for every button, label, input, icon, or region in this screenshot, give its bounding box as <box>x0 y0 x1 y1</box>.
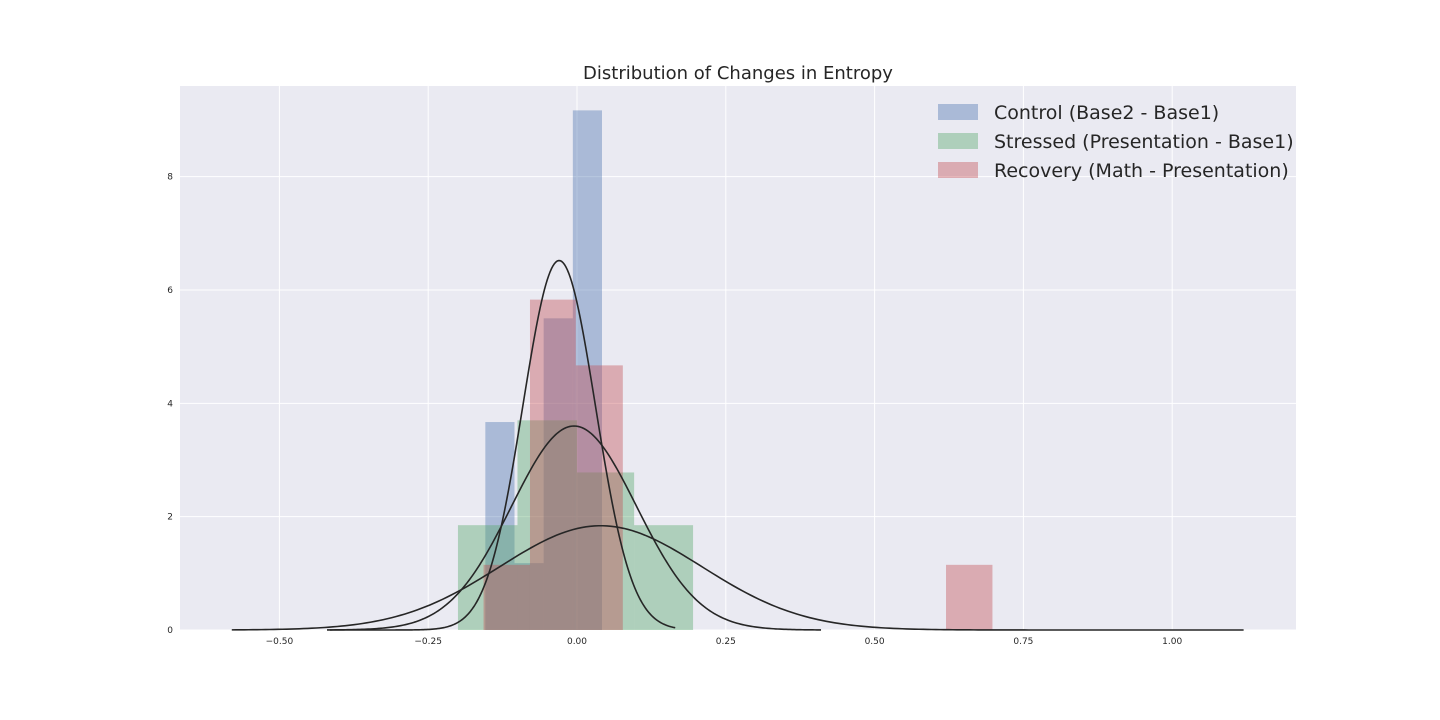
x-axis-ticks: −0.50 −0.25 0.00 0.25 0.50 0.75 1.00 <box>266 637 1183 647</box>
y-tick-label-1: 2 <box>167 513 173 523</box>
bar-series-2-bin-2 <box>575 365 623 630</box>
bar-series-1-bin-2 <box>576 472 635 630</box>
legend-label-0: Control (Base2 - Base1) <box>994 102 1219 124</box>
x-tick-label-0: −0.50 <box>266 637 294 647</box>
bar-series-0-bin-0 <box>485 422 515 630</box>
chart-title: Distribution of Changes in Entropy <box>583 63 893 84</box>
legend: Control (Base2 - Base1) Stressed (Present… <box>938 102 1294 182</box>
kde-curve-series-2 <box>231 524 1244 631</box>
bar-series-2-bin-0 <box>483 564 530 630</box>
legend-label-2: Recovery (Math - Presentation) <box>994 160 1289 182</box>
kde-curve-series-1 <box>327 425 822 631</box>
x-tick-label-6: 1.00 <box>1162 637 1182 647</box>
x-tick-label-5: 0.75 <box>1013 637 1033 647</box>
histogram-bars <box>457 110 993 630</box>
legend-swatch-2 <box>938 162 978 178</box>
kde-curve-series-0 <box>329 259 676 631</box>
bar-series-0-bin-3 <box>572 110 602 630</box>
x-tick-label-2: 0.00 <box>567 637 587 647</box>
y-tick-label-3: 6 <box>167 286 173 296</box>
kde-curves <box>231 259 1244 631</box>
bar-series-0-bin-1 <box>514 563 544 630</box>
y-tick-label-4: 8 <box>167 173 173 183</box>
legend-label-1: Stressed (Presentation - Base1) <box>994 131 1294 153</box>
bar-series-2-bin-1 <box>529 299 576 630</box>
bar-series-1-bin-3 <box>634 525 694 630</box>
x-tick-label-4: 0.50 <box>865 637 885 647</box>
legend-swatch-0 <box>938 104 978 120</box>
y-tick-label-2: 4 <box>167 399 173 409</box>
x-tick-label-1: −0.25 <box>414 637 442 647</box>
bar-series-2-bin-3 <box>946 564 993 630</box>
legend-swatch-1 <box>938 133 978 149</box>
bar-series-0-bin-2 <box>543 318 573 630</box>
x-tick-label-3: 0.25 <box>716 637 736 647</box>
bar-series-1-bin-1 <box>517 420 577 630</box>
y-axis-ticks: 0 2 4 6 8 <box>167 173 173 636</box>
y-tick-label-0: 0 <box>167 626 173 636</box>
